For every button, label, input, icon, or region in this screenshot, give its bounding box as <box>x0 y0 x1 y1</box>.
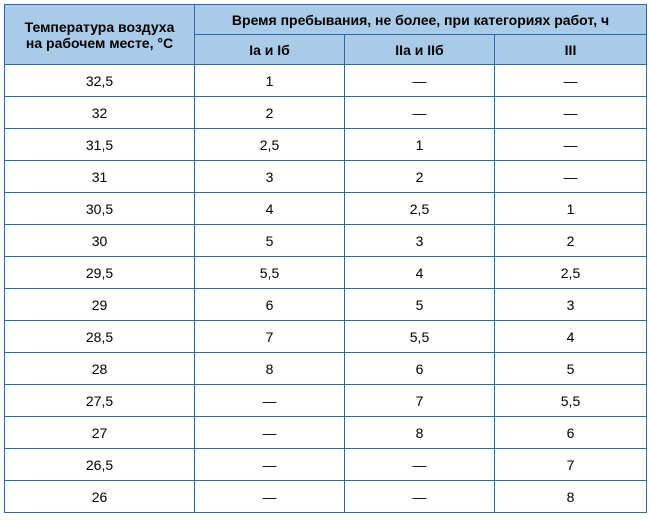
value-cell: 2,5 <box>345 193 495 225</box>
temp-cell: 29,5 <box>5 257 195 289</box>
col-header-2: III <box>495 35 647 65</box>
temp-cell: 29 <box>5 289 195 321</box>
value-cell: 2 <box>345 161 495 193</box>
group-header: Время пребывания, не более, при категори… <box>195 5 647 35</box>
value-cell: — <box>495 161 647 193</box>
temp-cell: 30 <box>5 225 195 257</box>
value-cell: 8 <box>345 417 495 449</box>
col-header-0: Iа и Iб <box>195 35 345 65</box>
table-row: 31,52,51— <box>5 129 647 161</box>
temp-cell: 31,5 <box>5 129 195 161</box>
temp-cell: 32 <box>5 97 195 129</box>
value-cell: 5,5 <box>345 321 495 353</box>
value-cell: — <box>345 97 495 129</box>
table-row: 29653 <box>5 289 647 321</box>
table-row: 29,55,542,5 <box>5 257 647 289</box>
value-cell: — <box>195 449 345 481</box>
value-cell: 1 <box>495 193 647 225</box>
value-cell: 4 <box>345 257 495 289</box>
value-cell: — <box>495 97 647 129</box>
value-cell: 6 <box>195 289 345 321</box>
value-cell: 5 <box>495 353 647 385</box>
value-cell: 1 <box>345 129 495 161</box>
temp-cell: 30,5 <box>5 193 195 225</box>
temp-cell: 26,5 <box>5 449 195 481</box>
value-cell: 4 <box>495 321 647 353</box>
value-cell: 7 <box>345 385 495 417</box>
temperature-exposure-table: Температура воздуха на рабочем месте, °С… <box>4 4 647 513</box>
table-row: 26——8 <box>5 481 647 513</box>
table-row: 27,5—75,5 <box>5 385 647 417</box>
value-cell: — <box>195 481 345 513</box>
temp-cell: 28 <box>5 353 195 385</box>
temp-cell: 31 <box>5 161 195 193</box>
value-cell: 8 <box>195 353 345 385</box>
value-cell: 2 <box>495 225 647 257</box>
value-cell: 3 <box>495 289 647 321</box>
value-cell: 8 <box>495 481 647 513</box>
value-cell: 5,5 <box>495 385 647 417</box>
table-row: 322—— <box>5 97 647 129</box>
value-cell: 5 <box>195 225 345 257</box>
value-cell: — <box>495 129 647 161</box>
table-row: 27—86 <box>5 417 647 449</box>
value-cell: 2,5 <box>195 129 345 161</box>
value-cell: 3 <box>195 161 345 193</box>
value-cell: 1 <box>195 65 345 97</box>
value-cell: — <box>345 481 495 513</box>
value-cell: 5,5 <box>195 257 345 289</box>
value-cell: 3 <box>345 225 495 257</box>
table-row: 3132— <box>5 161 647 193</box>
value-cell: — <box>195 385 345 417</box>
temp-cell: 28,5 <box>5 321 195 353</box>
temp-cell: 26 <box>5 481 195 513</box>
temp-cell: 27 <box>5 417 195 449</box>
rowhead-header: Температура воздуха на рабочем месте, °С <box>5 5 195 65</box>
value-cell: 4 <box>195 193 345 225</box>
value-cell: — <box>345 65 495 97</box>
value-cell: 5 <box>345 289 495 321</box>
rowhead-line1: Температура воздуха <box>25 19 175 35</box>
col-header-1: IIа и IIб <box>345 35 495 65</box>
value-cell: 6 <box>345 353 495 385</box>
value-cell: — <box>195 417 345 449</box>
table-row: 30532 <box>5 225 647 257</box>
value-cell: 2,5 <box>495 257 647 289</box>
table-row: 28865 <box>5 353 647 385</box>
rowhead-line2: на рабочем месте, °С <box>26 35 173 51</box>
value-cell: — <box>345 449 495 481</box>
value-cell: 6 <box>495 417 647 449</box>
value-cell: 2 <box>195 97 345 129</box>
table-row: 28,575,54 <box>5 321 647 353</box>
value-cell: 7 <box>495 449 647 481</box>
table-row: 30,542,51 <box>5 193 647 225</box>
temp-cell: 32,5 <box>5 65 195 97</box>
table-row: 32,51—— <box>5 65 647 97</box>
value-cell: — <box>495 65 647 97</box>
temp-cell: 27,5 <box>5 385 195 417</box>
table-row: 26,5——7 <box>5 449 647 481</box>
value-cell: 7 <box>195 321 345 353</box>
